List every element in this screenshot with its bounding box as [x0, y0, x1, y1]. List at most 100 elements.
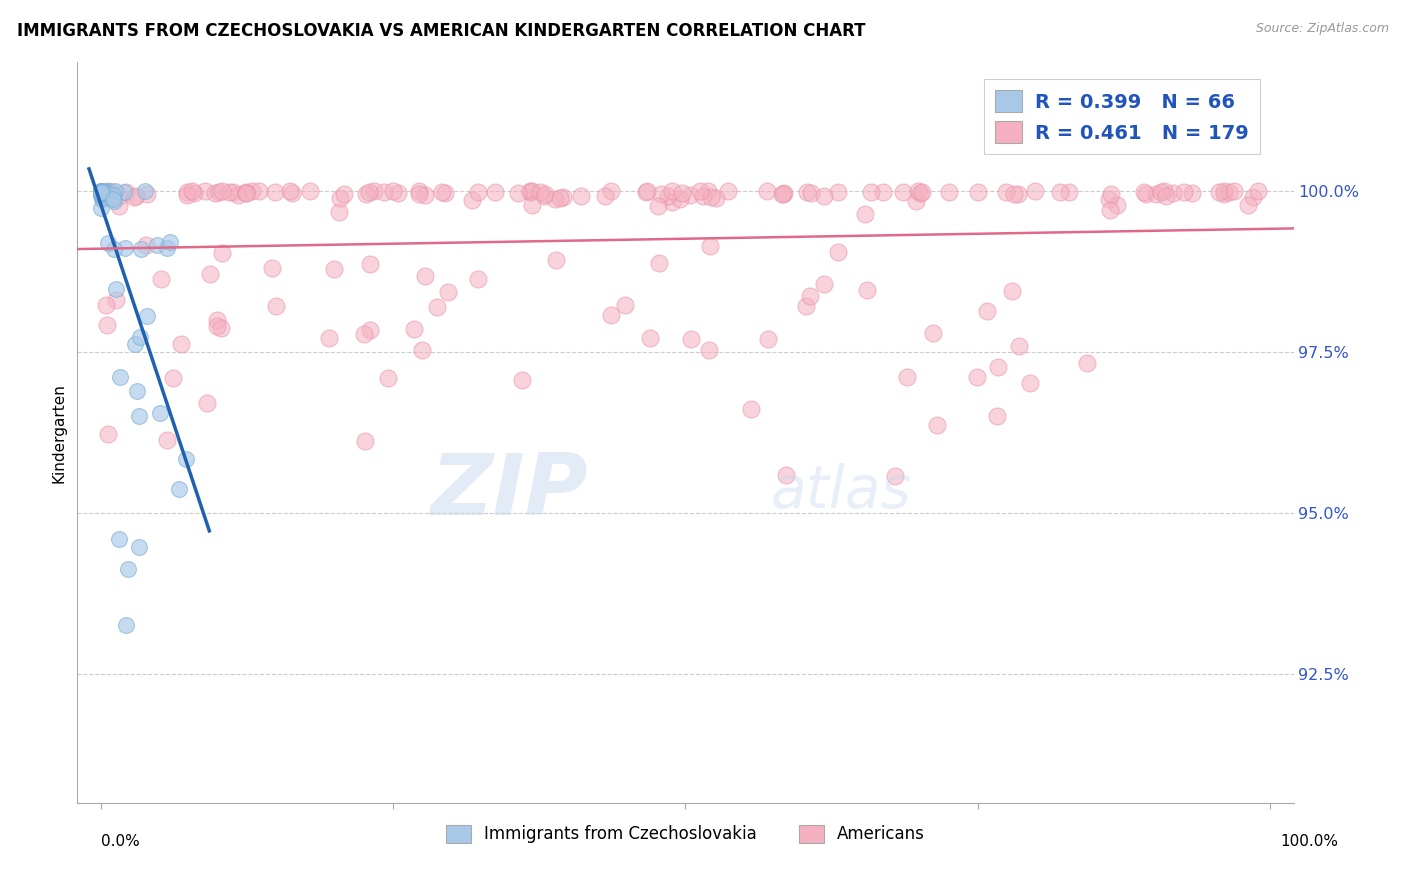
Point	[1099, 186, 1122, 201]
Point	[1002, 186, 1025, 201]
Point	[551, 190, 574, 204]
Point	[860, 185, 883, 199]
Point	[770, 187, 793, 202]
Point	[648, 256, 671, 270]
Point	[211, 184, 233, 198]
Point	[235, 186, 257, 201]
Point	[90, 185, 112, 199]
Point	[93, 185, 115, 199]
Point	[773, 186, 796, 200]
Point	[925, 417, 948, 432]
Point	[636, 185, 658, 199]
Point	[426, 300, 449, 314]
Point	[176, 188, 198, 202]
Point	[647, 199, 669, 213]
Point	[226, 187, 249, 202]
Point	[127, 384, 149, 398]
Point	[101, 186, 124, 200]
Point	[278, 184, 301, 198]
Point	[856, 283, 879, 297]
Point	[408, 185, 430, 199]
Point	[921, 326, 943, 340]
Point	[1007, 187, 1029, 202]
Point	[679, 332, 702, 346]
Point	[679, 188, 702, 202]
Point	[90, 184, 112, 198]
Point	[411, 343, 433, 357]
Point	[90, 187, 112, 202]
Point	[114, 241, 136, 255]
Point	[135, 238, 157, 252]
Point	[544, 193, 567, 207]
Legend: Immigrants from Czechoslovakia, Americans: Immigrants from Czechoslovakia, American…	[439, 818, 932, 850]
Point	[520, 185, 543, 199]
Text: atlas: atlas	[770, 463, 911, 520]
Point	[827, 185, 849, 199]
Point	[1076, 356, 1098, 370]
Point	[208, 185, 231, 199]
Point	[661, 184, 683, 198]
Point	[373, 185, 395, 199]
Point	[986, 409, 1008, 423]
Point	[128, 409, 150, 423]
Point	[938, 186, 960, 200]
Point	[93, 186, 115, 201]
Point	[853, 207, 876, 221]
Point	[117, 562, 139, 576]
Point	[146, 237, 169, 252]
Point	[112, 185, 135, 199]
Point	[91, 186, 114, 200]
Point	[90, 184, 112, 198]
Point	[976, 303, 998, 318]
Text: IMMIGRANTS FROM CZECHOSLOVAKIA VS AMERICAN KINDERGARTEN CORRELATION CHART: IMMIGRANTS FROM CZECHOSLOVAKIA VS AMERIC…	[17, 22, 865, 40]
Point	[114, 617, 136, 632]
Point	[207, 319, 229, 334]
Point	[96, 318, 118, 332]
Point	[128, 330, 150, 344]
Point	[533, 189, 555, 203]
Point	[413, 268, 436, 283]
Point	[404, 321, 426, 335]
Point	[90, 186, 112, 200]
Point	[382, 184, 405, 198]
Point	[911, 185, 934, 199]
Point	[657, 188, 679, 202]
Point	[170, 337, 193, 351]
Point	[91, 185, 114, 199]
Point	[91, 190, 114, 204]
Point	[162, 371, 184, 385]
Point	[593, 188, 616, 202]
Point	[1144, 186, 1167, 201]
Point	[636, 185, 658, 199]
Point	[534, 187, 557, 202]
Point	[987, 360, 1010, 375]
Point	[93, 187, 115, 202]
Point	[328, 205, 350, 219]
Point	[467, 185, 489, 199]
Point	[97, 235, 120, 250]
Point	[697, 343, 720, 357]
Point	[661, 195, 683, 210]
Point	[198, 267, 221, 281]
Point	[520, 198, 543, 212]
Point	[209, 320, 232, 334]
Point	[600, 309, 623, 323]
Point	[91, 185, 114, 199]
Point	[91, 185, 114, 199]
Point	[90, 186, 112, 200]
Point	[150, 272, 173, 286]
Point	[90, 186, 112, 201]
Point	[794, 300, 817, 314]
Point	[813, 277, 835, 292]
Point	[90, 192, 112, 206]
Point	[506, 186, 529, 201]
Point	[966, 370, 988, 384]
Point	[156, 433, 179, 447]
Point	[167, 482, 190, 496]
Point	[156, 241, 179, 255]
Point	[107, 188, 129, 202]
Point	[548, 191, 571, 205]
Y-axis label: Kindergarten: Kindergarten	[51, 383, 66, 483]
Point	[1135, 187, 1157, 202]
Point	[756, 332, 779, 346]
